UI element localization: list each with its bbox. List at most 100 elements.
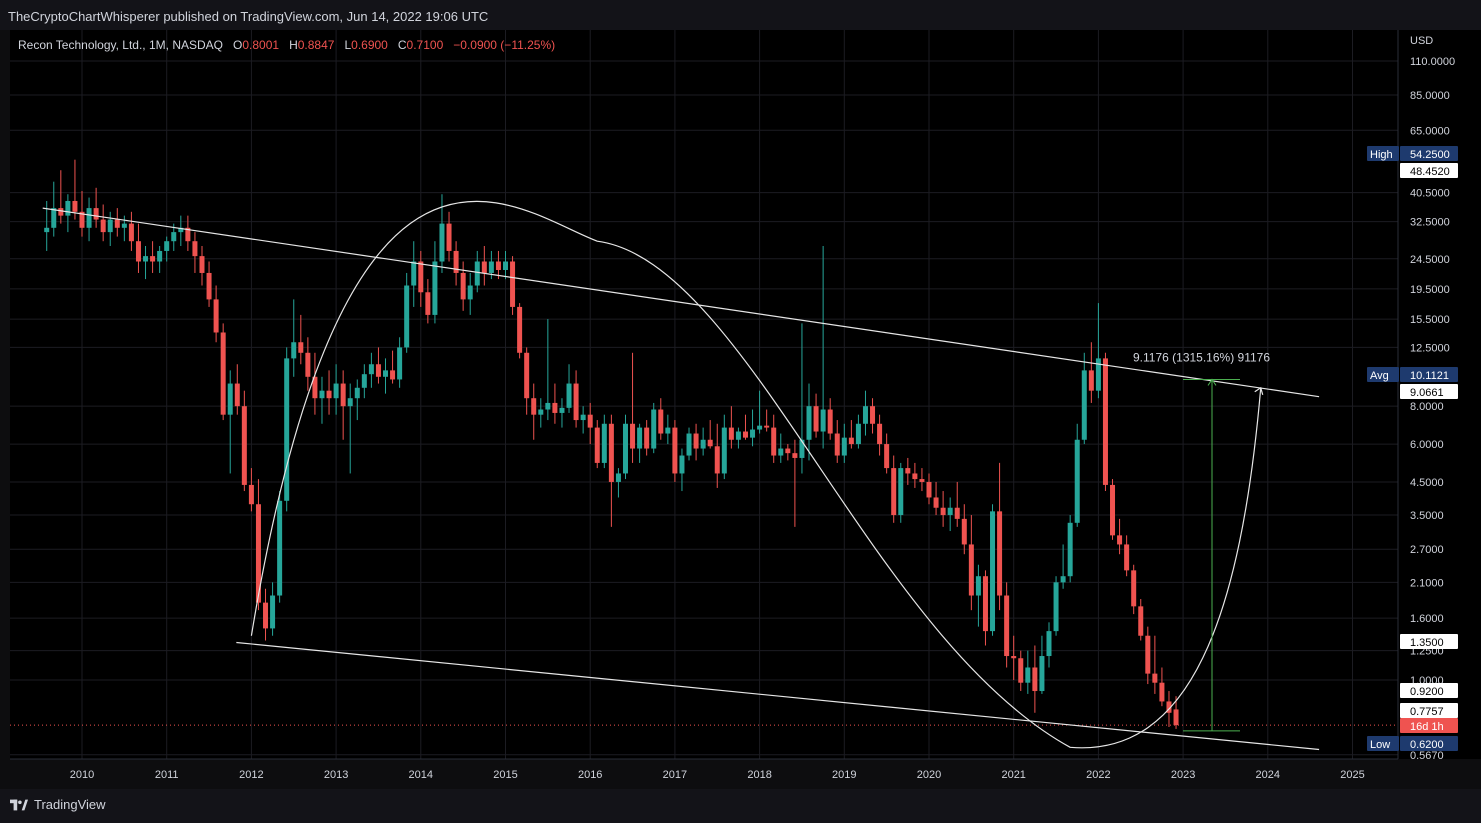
arc-arrowhead (1254, 386, 1264, 395)
y-tick-label: 15.5000 (1410, 314, 1450, 326)
x-tick-label: 2025 (1340, 769, 1364, 781)
candle-body (1039, 656, 1045, 692)
candle-body (107, 219, 113, 233)
candle-body (905, 468, 911, 474)
candle-body (926, 481, 932, 498)
low-label: L (344, 38, 352, 52)
price-label-value: 0.6200 (1410, 739, 1444, 751)
x-tick-label: 2021 (1001, 769, 1025, 781)
y-axis: 110.0000 85.0000 65.0000 40.5000 32.5000 24.5… (1397, 30, 1455, 762)
candle-body (128, 223, 134, 242)
y-tick-label: 12.5000 (1410, 342, 1450, 354)
candle-body (93, 208, 99, 220)
chart-pane[interactable] (10, 30, 1398, 759)
candle-body (404, 285, 410, 348)
candle-body (51, 208, 57, 228)
y-tick-label: 32.5000 (1410, 217, 1450, 229)
price-label-box (1400, 384, 1458, 399)
x-tick-label: 2017 (663, 769, 687, 781)
candle-body (813, 406, 819, 432)
top-bar: TheCryptoChartWhisperer published on Tra… (0, 0, 1481, 30)
y-tick-label: 6.0000 (1410, 439, 1444, 451)
candle-body (234, 383, 240, 407)
symbol-legend: Recon Technology, Ltd., 1M, NASDAQ O0.80… (18, 38, 555, 52)
candle-body (862, 406, 868, 424)
price-label-box (1400, 683, 1458, 698)
candle-body (517, 306, 523, 353)
candle-body (383, 370, 389, 377)
candle-body (1067, 522, 1073, 577)
price-label-value: 54.2500 (1410, 149, 1450, 161)
candle-body (615, 473, 621, 482)
candle-body (891, 468, 897, 516)
open-label: O (233, 38, 243, 52)
candle-body (778, 448, 784, 456)
x-axis: 2010 2011 2012 2013 2014 2015 2016 2017 2018 2019… (10, 758, 1398, 781)
candle-body (912, 473, 918, 480)
candle-body (940, 507, 946, 516)
candle-body (510, 261, 516, 307)
candle-body (411, 261, 417, 286)
candle-body (340, 383, 346, 407)
candle-body (848, 437, 854, 445)
publish-info: TheCryptoChartWhisperer published on Tra… (8, 9, 489, 24)
candle-body (143, 256, 149, 262)
candle-body (86, 208, 92, 228)
price-labels: 54.2500 High 48.4520 10.1121 Avg 9.0661 1.3500… (1367, 146, 1458, 751)
candle-body (1046, 631, 1052, 657)
candle-body (531, 398, 537, 415)
candle-body (171, 232, 177, 242)
price-label-tag-box (1367, 736, 1399, 751)
tradingview-brand[interactable]: TradingView (10, 797, 106, 812)
candle-body (263, 602, 269, 629)
brand-name: TradingView (34, 797, 106, 812)
close-value: 0.7100 (406, 38, 444, 52)
y-tick-label: 40.5000 (1410, 188, 1450, 200)
candle-body (1018, 658, 1024, 683)
candle-body (707, 439, 713, 447)
y-tick-label: 8.0000 (1410, 401, 1444, 413)
candle-body (785, 448, 791, 454)
candle-body (157, 250, 163, 262)
x-tick-label: 2022 (1086, 769, 1110, 781)
candle-body (65, 200, 71, 216)
candle-body (1004, 595, 1010, 657)
candle-body (1011, 656, 1017, 659)
candle-body (608, 423, 614, 482)
candle-body (721, 427, 727, 474)
candle-body (728, 427, 734, 440)
candle-body (1074, 439, 1080, 523)
price-label-tag: Low (1370, 739, 1390, 751)
candle-body (1053, 582, 1059, 632)
candle-body (150, 256, 156, 262)
candle-body (933, 497, 939, 508)
price-label-tag-box (1367, 146, 1399, 161)
close-label: C (397, 38, 407, 52)
candle-body (672, 427, 678, 474)
price-label-box (1400, 703, 1458, 718)
lower-trendline (236, 641, 1320, 751)
y-tick-label: 19.5000 (1410, 284, 1450, 296)
candle-body (757, 425, 763, 430)
candle-body (637, 427, 643, 449)
price-label-value: 16d 1h (1410, 721, 1444, 733)
x-tick-label: 2019 (832, 769, 856, 781)
candle-body (742, 431, 748, 438)
y-tick-label: 110.0000 (1410, 56, 1455, 68)
candle-body (354, 387, 360, 399)
candle-body (1166, 701, 1172, 713)
y-tick-label: 2.7000 (1410, 544, 1444, 556)
high-label: H (289, 38, 298, 52)
candle-body (503, 261, 508, 271)
price-label-tag: High (1370, 149, 1393, 161)
candle-body (1159, 682, 1165, 702)
price-label-value: 0.7757 (1410, 706, 1444, 718)
x-tick-label: 2010 (70, 769, 94, 781)
drawings: 9.1176 (1315.16%) 91176 (42, 200, 1320, 751)
candle-body (361, 374, 367, 388)
candle-body (1173, 709, 1179, 726)
candle-body (594, 427, 600, 463)
y-tick-label: 1.6000 (1410, 613, 1444, 625)
x-tick-label: 2011 (155, 769, 179, 781)
